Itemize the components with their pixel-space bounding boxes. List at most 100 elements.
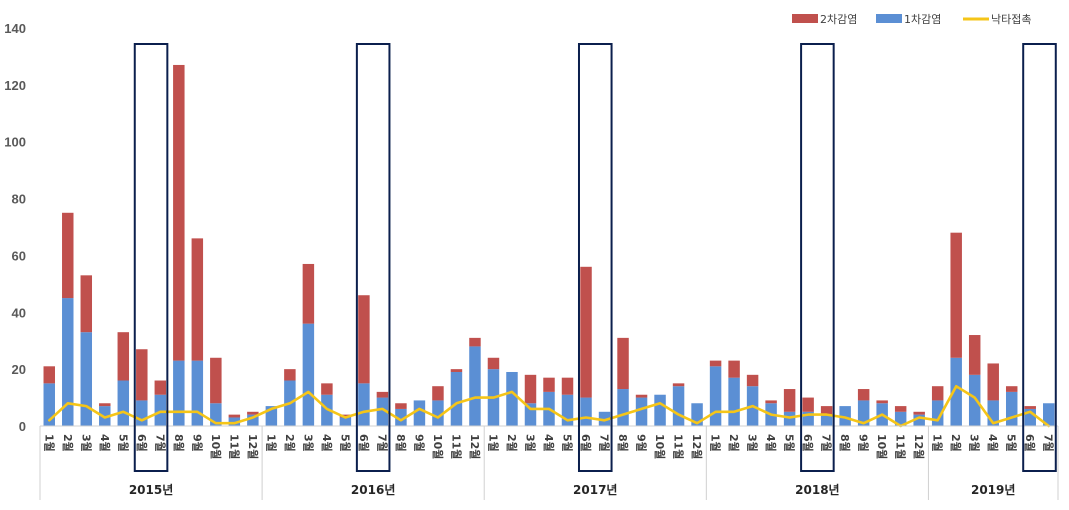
bar-secondary	[746, 374, 759, 387]
bar-secondary	[617, 337, 629, 390]
bar-primary	[1024, 408, 1036, 426]
bar-primary	[80, 332, 93, 426]
bar-secondary	[950, 232, 962, 358]
bar-primary	[117, 380, 130, 426]
y-tick-label: 20	[12, 362, 26, 377]
bar-primary	[802, 411, 814, 426]
bar-primary	[247, 414, 259, 426]
bar-primary	[987, 400, 999, 426]
bar-secondary	[358, 295, 370, 384]
highlight-box	[133, 43, 169, 472]
x-tick-label: 6월	[579, 434, 593, 452]
legend: 2차감염 1차감염 낙타접촉	[792, 13, 1031, 26]
bar-primary	[561, 394, 574, 426]
bar-primary	[931, 400, 944, 426]
x-tick-label: 4월	[764, 434, 778, 452]
bar-primary	[395, 408, 407, 426]
x-tick-label: 7월	[820, 434, 834, 452]
bar-primary	[506, 371, 518, 426]
bar-secondary	[783, 389, 796, 412]
legend-swatch	[876, 14, 902, 23]
bar-secondary	[376, 391, 389, 398]
bar-primary	[968, 374, 981, 426]
x-tick-label: 7월	[375, 434, 389, 452]
bar-secondary	[635, 394, 648, 398]
x-tick-label: 3월	[968, 434, 982, 452]
x-tick-label: 2월	[727, 434, 741, 452]
x-tick-label: 12월	[912, 434, 926, 459]
x-tick-label: 9월	[412, 434, 426, 452]
highlight-box	[577, 43, 613, 472]
bar-primary	[173, 360, 185, 426]
x-tick-label: 8월	[616, 434, 630, 452]
x-tick-label: 11월	[449, 434, 463, 459]
x-tick-label: 2월	[61, 434, 75, 452]
bar-secondary	[117, 332, 130, 381]
bar-primary	[265, 406, 278, 426]
bar-secondary	[1024, 406, 1036, 409]
bar-primary	[672, 386, 685, 426]
bars-group	[43, 64, 1055, 426]
x-tick-label: 1월	[709, 434, 723, 452]
bar-secondary	[728, 360, 740, 378]
bar-secondary	[931, 386, 944, 401]
bar-primary	[580, 397, 592, 426]
y-tick-label: 60	[12, 248, 26, 263]
x-tick-label: 12월	[468, 434, 482, 459]
x-tick-label: 9월	[190, 434, 204, 452]
bar-secondary	[302, 263, 315, 324]
bar-primary	[154, 394, 167, 426]
x-tick-label: 3월	[523, 434, 537, 452]
bar-primary	[450, 371, 463, 426]
bar-secondary	[136, 349, 148, 401]
bar-primary	[210, 403, 222, 426]
legend-label: 낙타접촉	[991, 13, 1031, 26]
x-tick-label: 6월	[357, 434, 371, 452]
bar-secondary	[709, 360, 722, 367]
bar-secondary	[284, 369, 296, 381]
x-axis: 1월 2월 3월 4월 5월 6월 7월 8월 9월 10월 11월 12월 1월 2월 3월 4월 5월 6월 7…	[39, 425, 1059, 500]
legend-swatch	[792, 14, 818, 23]
bar-primary	[617, 389, 629, 426]
x-tick-label: 6월	[801, 434, 815, 452]
x-tick-label: 3월	[79, 434, 93, 452]
bar-secondary	[561, 377, 574, 395]
x-tick-label: 8월	[394, 434, 408, 452]
bar-primary	[783, 411, 796, 426]
x-tick-label: 11월	[227, 434, 241, 459]
x-tick-label: 4월	[542, 434, 556, 452]
x-tick-label: 4월	[98, 434, 112, 452]
bar-secondary	[987, 363, 999, 401]
x-tick-label: 1월	[486, 434, 500, 452]
bar-secondary	[432, 386, 444, 401]
x-tick-label: 5월	[338, 434, 352, 452]
x-tick-label: 11월	[894, 434, 908, 459]
year-label: 2016년	[351, 483, 395, 497]
x-tick-label: 6월	[135, 434, 149, 452]
bar-primary	[358, 383, 370, 426]
bar-secondary	[543, 377, 555, 392]
x-tick-label: 12월	[246, 434, 260, 459]
year-label: 2018년	[795, 483, 839, 497]
bar-primary	[913, 414, 925, 426]
bar-secondary	[580, 266, 592, 398]
x-tick-label: 10월	[209, 434, 223, 459]
y-axis: 0 20 40 60 80 100 120 140	[4, 21, 26, 434]
bar-secondary	[191, 238, 204, 361]
bar-primary	[654, 394, 666, 426]
bar-primary	[839, 406, 851, 426]
bar-primary	[432, 400, 444, 426]
bar-primary	[339, 417, 352, 426]
x-tick-label: 10월	[653, 434, 667, 459]
bar-primary	[136, 400, 148, 426]
y-tick-label: 0	[19, 419, 26, 434]
year-label: 2015년	[129, 483, 173, 497]
legend-label: 1차감염	[904, 13, 941, 26]
bar-primary	[469, 346, 481, 426]
bar-secondary	[210, 357, 222, 404]
bar-secondary	[820, 406, 833, 415]
bar-secondary	[395, 403, 407, 409]
bar-secondary	[154, 380, 167, 395]
legend-label: 2차감염	[820, 13, 857, 26]
